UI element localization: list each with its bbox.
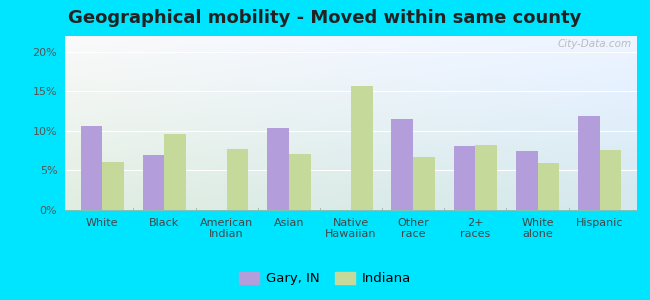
Text: Geographical mobility - Moved within same county: Geographical mobility - Moved within sam… (68, 9, 582, 27)
Bar (267, 128, 289, 210)
Bar (538, 163, 559, 210)
Bar (454, 146, 475, 210)
Bar (143, 154, 164, 210)
Legend: Gary, IN, Indiana: Gary, IN, Indiana (234, 266, 416, 290)
Bar (600, 150, 621, 210)
Bar (578, 116, 600, 210)
Bar (164, 134, 187, 210)
Bar (475, 145, 497, 210)
Text: City-Data.com: City-Data.com (557, 40, 631, 50)
Bar (102, 162, 124, 210)
Bar (515, 151, 538, 210)
Bar (351, 86, 372, 210)
Bar (413, 157, 435, 210)
Bar (227, 149, 248, 210)
Bar (289, 154, 311, 210)
Bar (391, 119, 413, 210)
Bar (81, 126, 102, 210)
